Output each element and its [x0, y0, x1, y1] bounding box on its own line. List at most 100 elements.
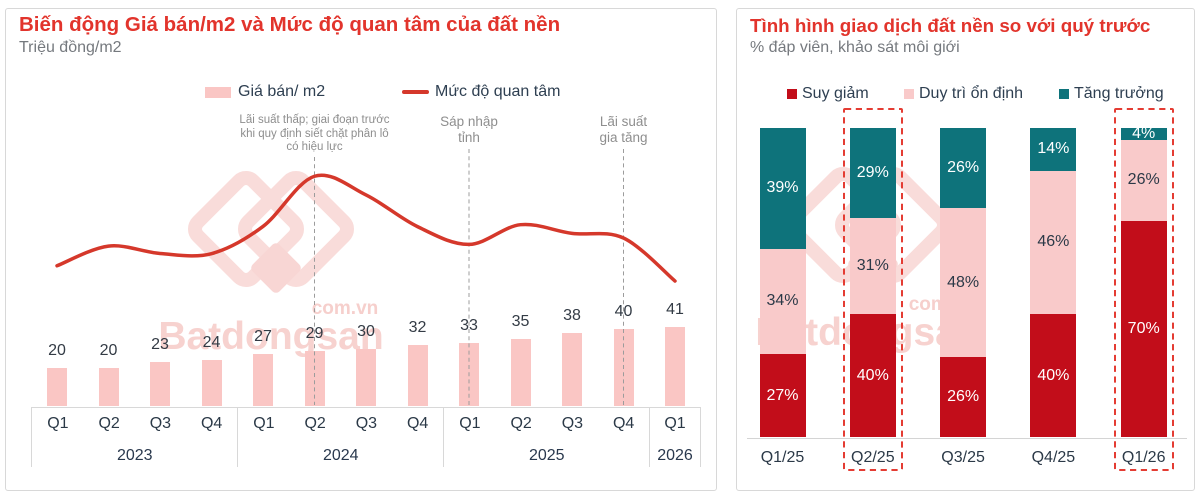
segment-Duy trì ổn định-Q3/25: 48%: [940, 208, 987, 357]
legend-label-price: Giá bán/ m2: [238, 83, 326, 100]
segment-value-label: 31%: [856, 256, 889, 274]
segment-value-label: 4%: [1132, 124, 1156, 142]
year-tick-label: 2026: [657, 446, 693, 464]
price-bar-Q2-5: [304, 350, 325, 407]
stacked-bar-Q2/25: 40% 31% 29%: [849, 127, 896, 438]
batdongsan-logo-icon: [187, 170, 355, 288]
price-value-label: 35: [511, 312, 530, 330]
price-value-label: 24: [202, 334, 221, 352]
price-value-label: 20: [48, 341, 66, 359]
segment-value-label: 26%: [947, 159, 980, 177]
quarter-tick-label: Q3: [149, 414, 172, 432]
series-swatch-icon: [904, 89, 914, 99]
segment-value-label: 39%: [766, 179, 799, 197]
price-bar-Q4-3: [201, 360, 222, 407]
price-value-label: 41: [666, 301, 684, 319]
logo-center-diamond: [251, 243, 301, 293]
segment-value-label: 48%: [947, 273, 980, 291]
series-swatch-icon: [787, 89, 797, 99]
event-annotation-1: Lãi suất thấp; giai đoạn trước khi quy đị…: [239, 114, 390, 153]
legend-series-label: Duy trì ổn định: [919, 85, 1024, 102]
price-value-label: 20: [99, 341, 118, 359]
year-group-2023: Q1 Q2 Q3 Q4 2023: [31, 406, 238, 467]
segment-value-label: 26%: [947, 388, 980, 406]
category-tick-label-Q3/25: Q3/25: [941, 449, 985, 466]
quarter-tick-label: Q2: [510, 414, 532, 432]
price-value-label: 27: [254, 328, 272, 346]
year-tick-label: 2025: [528, 446, 565, 464]
legend-series-label: Tăng trưởng: [1074, 85, 1164, 102]
segment-Tăng trưởng-Q4/25: 14%: [1030, 127, 1077, 172]
quarter-tick-label: Q4: [612, 414, 635, 432]
series-swatch-icon: [1059, 89, 1069, 99]
left-chart-unit-label: Triệu đồng/m2: [19, 39, 122, 56]
segment-Duy trì ổn định-Q4/25: 46%: [1030, 171, 1077, 314]
quarter-tick-label: Q3: [355, 414, 378, 432]
stacked-bar-Q1/25: 27% 34% 39%: [759, 127, 806, 438]
quarter-tick-label: Q1: [664, 414, 686, 432]
category-tick-label-Q1/25: Q1/25: [760, 449, 805, 466]
price-bar-Q1-12: [665, 327, 685, 407]
legend-item-1: Duy trì ổn định: [904, 85, 1023, 103]
interest-trend-curve: [55, 173, 677, 283]
segment-Suy giảm-Q2/25: 40%: [849, 313, 896, 438]
segment-Duy trì ổn định-Q2/25: 31%: [849, 217, 896, 314]
quarter-tick-label: Q2: [98, 414, 120, 432]
right-chart-unit-label: % đáp viên, khảo sát môi giới: [750, 39, 960, 56]
quarter-tick-label: Q1: [47, 414, 69, 432]
price-value-label: 30: [357, 322, 375, 340]
year-group-2024: Q1 Q2 Q3 Q4 2024: [237, 406, 444, 467]
segment-value-label: 29%: [856, 163, 889, 181]
price-bar-swatch-icon: [205, 86, 231, 98]
quarter-tick-label: Q1: [253, 414, 275, 432]
legend-item-interest: Mức độ quan tâm: [402, 83, 560, 101]
segment-Duy trì ổn định-Q1/26: 26%: [1120, 140, 1167, 221]
quarter-tick-label: Q2: [304, 414, 326, 432]
category-tick-label-Q4/25: Q4/25: [1031, 449, 1076, 466]
segment-Tăng trưởng-Q1/25: 39%: [759, 127, 806, 249]
price-bar-Q3-6: [356, 348, 376, 407]
segment-value-label: 27%: [766, 386, 799, 404]
right-chart-title: Tình hình giao dịch đất nền so với quý t…: [750, 15, 1151, 36]
quarter-tick-label: Q3: [561, 414, 584, 432]
stacked-bar-Q3/25: 26% 48% 26%: [940, 127, 987, 438]
x-axis-line: [747, 437, 1187, 439]
price-bar-Q3-10: [562, 333, 582, 407]
price-bar-Q1-4: [253, 354, 273, 407]
year-tick-label: 2023: [116, 446, 153, 464]
segment-Suy giảm-Q3/25: 26%: [940, 356, 987, 438]
price-value-label: 40: [614, 303, 633, 321]
watermark-domain-text: com.vn: [312, 298, 379, 319]
x-axis-year-table: Q1 Q2 Q3 Q4 2023 Q1 Q2 Q3 Q4 2024 Q1 Q2 Q3 Q4 2025 Q1 20…: [31, 406, 701, 467]
year-tick-label: 2024: [322, 446, 359, 464]
price-bar-Q1-8: [459, 342, 479, 407]
stacked-bar-Q1/26: 70% 26% 4%: [1120, 124, 1167, 438]
year-group-2025: Q1 Q2 Q3 Q4 2025: [443, 406, 650, 467]
price-bar-Q3-2: [150, 362, 170, 407]
year-group-2026: Q1 2026: [649, 406, 701, 467]
left-chart-title: Biến động Giá bán/m2 và Mức độ quan tâm …: [19, 13, 561, 36]
segment-Tăng trưởng-Q1/26: 4%: [1120, 124, 1167, 142]
segment-Suy giảm-Q1/26: 70%: [1120, 220, 1167, 438]
segment-Tăng trưởng-Q2/25: 29%: [849, 127, 896, 218]
segment-value-label: 46%: [1037, 233, 1070, 251]
segment-value-label: 34%: [766, 292, 799, 310]
segment-value-label: 14%: [1037, 140, 1070, 158]
legend-item-0: Suy giảm: [787, 85, 869, 103]
price-bar-Q2-1: [98, 367, 119, 407]
segment-Tăng trưởng-Q3/25: 26%: [940, 127, 987, 209]
category-tick-label-Q1/26: Q1/26: [1121, 449, 1166, 466]
quarter-tick-label: Q4: [406, 414, 429, 432]
stacked-bar-Q4/25: 40% 46% 14%: [1030, 127, 1077, 438]
legend-item-2: Tăng trưởng: [1059, 85, 1164, 103]
category-tick-label-Q2/25: Q2/25: [851, 449, 895, 466]
segment-Suy giảm-Q1/25: 27%: [759, 353, 806, 438]
price-value-label: 23: [151, 336, 169, 354]
price-value-label: 33: [460, 316, 478, 334]
price-bar-Q4-7: [407, 344, 428, 407]
quarter-tick-label: Q1: [459, 414, 481, 432]
segment-value-label: 40%: [1037, 366, 1070, 384]
price-value-label: 29: [305, 324, 324, 342]
